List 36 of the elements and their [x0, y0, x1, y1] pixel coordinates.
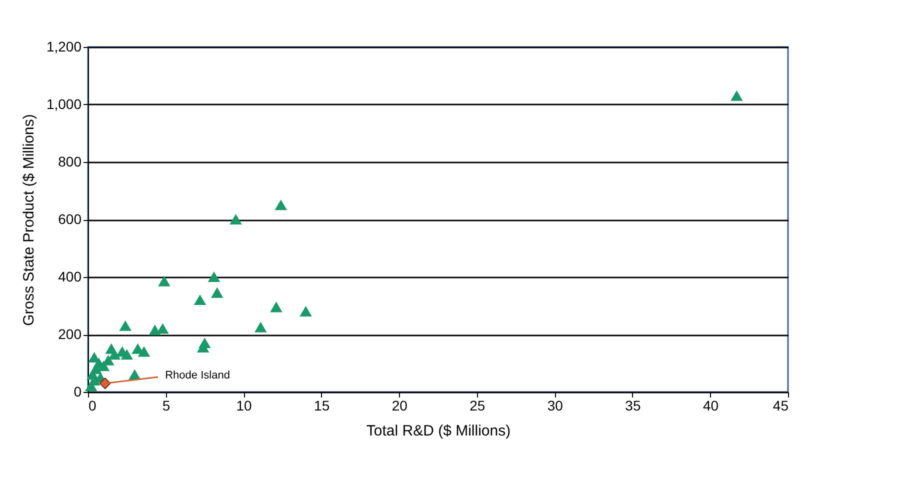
y-tick-label: 600 [58, 211, 82, 227]
y-tick-label: 1,000 [46, 96, 82, 112]
x-tick-label: 35 [625, 398, 641, 414]
x-tick-label: 25 [470, 398, 486, 414]
y-tick-label: 200 [58, 326, 82, 342]
point [300, 306, 312, 317]
y-tick-label: 0 [74, 384, 82, 400]
x-tick-label: 40 [702, 398, 719, 414]
point [211, 288, 223, 298]
point [156, 324, 168, 334]
x-tick-label: 20 [392, 398, 408, 414]
point [120, 320, 132, 331]
point [730, 90, 742, 101]
x-tick-label: 5 [162, 398, 170, 414]
annotation: Rhode Island [165, 369, 230, 382]
x-axis-title: Total R&D ($ Millions) [366, 422, 511, 440]
x-tick-label: 10 [236, 398, 252, 414]
point [121, 350, 133, 360]
point [194, 294, 206, 306]
point [88, 352, 100, 363]
y-tick-label: 800 [58, 154, 82, 170]
x-tick-label: 45 [772, 398, 789, 414]
y-axis-title: Gross State Product ($ Millions) [20, 114, 38, 326]
y-tick-label: 400 [58, 268, 82, 284]
point [108, 350, 120, 360]
point [270, 302, 282, 312]
point [208, 272, 220, 282]
point [230, 214, 242, 225]
point [138, 346, 150, 357]
x-tick-label: 30 [547, 398, 564, 414]
point [254, 322, 266, 332]
x-tick-label: 0 [88, 398, 96, 414]
point [275, 200, 287, 210]
point [158, 276, 170, 286]
x-tick-label: 15 [314, 398, 330, 414]
y-tick-label: 1,200 [46, 38, 82, 54]
